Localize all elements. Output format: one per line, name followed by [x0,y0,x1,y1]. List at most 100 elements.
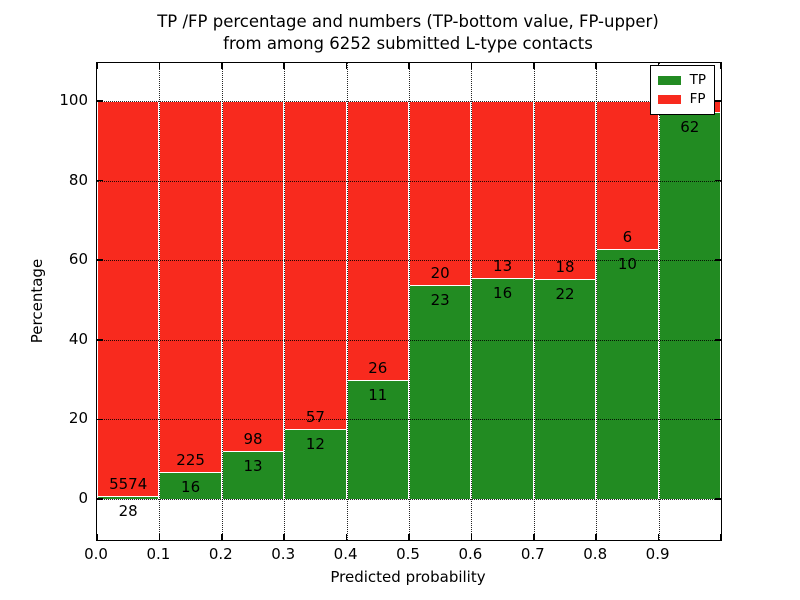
tp-count-label: 13 [243,457,263,476]
y-tick-mark [97,498,103,500]
y-tick-mark [97,100,103,102]
y-tick-mark [715,498,721,500]
tp-bar-segment [658,113,721,499]
tp-count-label: 16 [181,477,201,496]
chart-title-line2: from among 6252 submitted L-type contact… [223,33,593,53]
tp-count-label: 23 [430,291,450,310]
legend-item-fp: FP [657,90,706,109]
x-tick-mark [470,534,473,540]
x-tick-label: 0.0 [84,545,108,563]
fp-bar-segment [221,101,285,453]
x-tick-mark [345,534,348,540]
tp-bar-segment [409,286,472,499]
x-tick-mark [595,63,597,69]
fp-count-label: 18 [555,258,575,277]
x-tick-label: 0.9 [645,545,670,563]
x-tick-label: 0.3 [271,545,296,563]
fp-bar-segment [596,101,659,251]
y-tick-label: 40 [68,329,88,348]
tp-count-label: 10 [617,255,637,274]
fp-count-label: 20 [430,264,450,283]
x-tick-mark [720,63,722,69]
y-tick-mark [97,339,103,341]
fp-count-label: 5574 [109,475,148,493]
chart-title-line1: TP /FP percentage and numbers (TP-bottom… [157,12,659,31]
fp-bar-segment [284,101,347,430]
y-tick-label: 80 [68,170,88,189]
x-tick-label: 0.7 [520,545,545,563]
fp-count-label: 26 [368,358,388,377]
x-axis-label: Predicted probability [330,568,486,586]
tp-count-label: 11 [368,385,388,404]
x-tick-label: 0.6 [458,545,483,563]
y-tick-mark [97,259,103,261]
x-tick-mark [408,63,410,69]
y-tick-label: 0 [78,489,88,507]
tp-bar-segment [284,429,347,499]
y-tick-label: 60 [68,250,88,269]
fp-bar-segment [533,101,597,281]
x-tick-mark [283,63,285,69]
y-tick-label: 20 [68,409,88,428]
x-tick-mark [533,63,535,69]
horizontal-gridline [97,499,721,500]
tp-count-label: 62 [680,118,700,137]
y-tick-mark [715,418,721,421]
fp-bar-segment [159,101,222,473]
y-tick-mark [715,100,721,102]
tp-bar-segment [97,497,160,499]
tp-legend-swatch [657,76,681,85]
x-tick-mark [283,534,285,540]
tp-legend-label: TP [689,71,706,88]
y-tick-mark [97,179,103,182]
fp-count-label: 98 [243,430,263,449]
fp-bar-segment [346,101,409,381]
fp-count-label: 57 [305,407,325,426]
x-tick-mark [96,63,98,69]
fp-bar-segment [471,101,534,280]
fp-legend-label: FP [689,90,706,107]
x-tick-label: 0.5 [396,545,420,563]
x-tick-mark [96,534,98,540]
x-tick-mark [158,534,161,540]
legend-item-tp: TP [657,71,706,90]
x-tick-mark [221,63,223,69]
x-tick-label: 0.8 [583,545,608,563]
x-tick-label: 0.1 [146,545,171,563]
x-tick-mark [408,534,410,540]
tp-bar-segment [596,250,659,499]
x-tick-mark [720,534,722,540]
tp-bar-segment [533,280,597,499]
tp-count-label: 22 [555,285,575,304]
x-tick-mark [221,534,223,540]
y-tick-mark [715,339,721,341]
tp-count-label: 28 [118,502,138,520]
x-tick-label: 0.2 [208,545,233,563]
tp-bar-segment [159,472,222,499]
y-tick-mark [715,259,721,261]
y-tick-mark [715,179,721,182]
chart-title: TP /FP percentage and numbers (TP-bottom… [96,11,720,54]
y-axis-label: Percentage [28,258,46,344]
tp-bar-segment [471,279,534,499]
x-tick-mark [657,534,660,540]
x-tick-label: 0.4 [333,545,358,563]
legend: TP FP [649,65,715,115]
tp-count-label: 16 [493,284,513,303]
fp-bar-segment [97,101,160,497]
tp-count-label: 12 [305,434,325,453]
fp-legend-swatch [657,95,681,104]
x-tick-mark [158,63,161,69]
fp-count-label: 13 [493,257,513,276]
fp-bar-segment [409,101,472,287]
x-tick-mark [595,534,597,540]
y-tick-mark [97,418,103,421]
x-tick-mark [533,534,535,540]
fp-count-label: 6 [622,228,633,247]
y-tick-label: 100 [59,91,88,109]
fp-count-label: 225 [176,450,205,469]
x-tick-mark [345,63,348,69]
plot-area: 5574 28 225 16 98 13 57 12 26 11 20 23 13 16 18 22 6 10 62… [96,62,722,541]
x-tick-mark [470,63,473,69]
